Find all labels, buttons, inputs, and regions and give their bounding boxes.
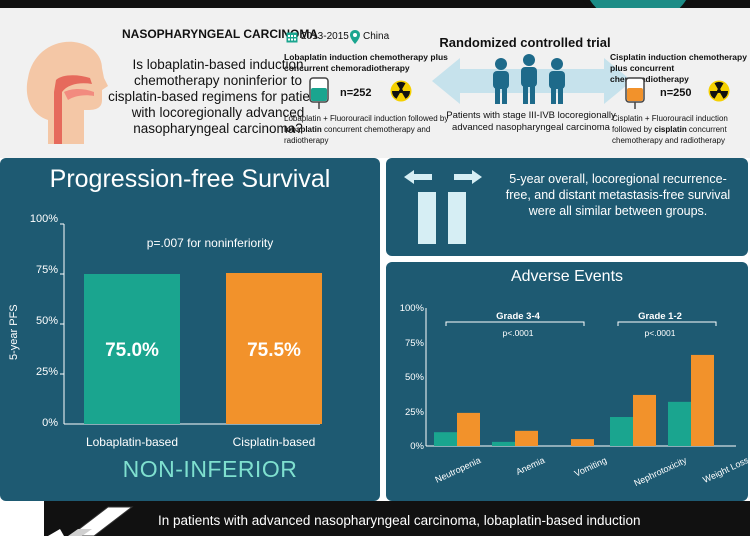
top-bar [0,0,750,8]
iv-bag-icon [625,77,645,109]
radiation-icon [708,80,730,102]
pfs-y-tick: 100% [29,213,58,225]
radiation-icon [390,80,412,102]
conclusion-bar [44,501,750,536]
left-arm-n: n=252 [340,87,372,99]
adverse-events-title: Adverse Events [510,268,624,285]
ae-y-tick: 50% [404,372,424,383]
ae-bar-vomiting-s1 [571,439,594,446]
calendar-icon [286,32,298,43]
pfs-title: Progression-free Survival [49,165,331,193]
pfs-x-category: Lobaplatin-based [85,435,179,449]
trial-type: Randomized controlled trial [439,35,611,50]
right-arm-n: n=250 [660,87,692,99]
patients-group-icon [493,54,565,104]
ae-bar-nephrotoxicity-s1 [633,394,656,446]
iv-bag-icon [309,77,329,109]
pfs-bar-label: 75.0% [105,340,159,361]
pen-icon [48,506,134,536]
study-location: China [363,31,390,42]
ae-bar-anemia-s0 [492,441,515,446]
head-profile-icon [26,41,108,144]
adverse-events-bar-chart [425,308,736,447]
ae-bar-neutropenia-s0 [434,432,457,446]
pfs-p-value: p=.007 for noninferiority [146,236,274,250]
grade-3-4-p-value: p<.0001 [502,328,534,338]
left-arm-description: Lobaplatin + Fluorouracil induction foll… [284,114,449,145]
ae-y-tick: 0% [410,441,424,452]
ae-bar-neutropenia-s1 [457,412,480,446]
research-question: Is lobaplatin-based induction chemothera… [108,57,328,136]
pfs-x-category: Cisplatin-based [232,435,316,449]
pfs-y-tick: 50% [35,315,58,327]
equal-comparison-icon [404,170,482,244]
pfs-y-tick: 0% [42,417,58,429]
ae-bar-anemia-s1 [515,430,538,446]
right-arm-title: Cisplatin induction chemotherapy plus co… [610,52,747,84]
pfs-y-tick: 25% [35,366,58,378]
patient-population: Patients with stage III-IVB locoregional… [446,110,616,133]
location-pin-icon [350,30,360,44]
ae-bar-nephrotoxicity-s0 [610,417,633,446]
ae-y-tick: 100% [399,303,424,314]
ae-y-tick: 75% [404,338,424,349]
survival-similar-panel [386,158,748,256]
survival-similar-text: 5-year overall, locoregional recurrence-… [505,172,731,218]
condition-title: NASOPHARYNGEAL CARCINOMA [121,27,318,41]
ae-bar-weight-loss-s1 [691,354,714,446]
pfs-bar-cisplatin [226,273,322,424]
ae-y-tick: 25% [404,407,424,418]
adverse-events-panel [386,262,748,501]
ae-bar-weight-loss-s0 [668,401,691,446]
pfs-bar-label: 75.5% [247,340,301,361]
grade-1-2-p-value: p<.0001 [644,328,676,338]
pfs-y-tick: 75% [35,264,58,276]
pfs-bar-lobaplatin [84,274,180,424]
pfs-bar-chart [60,223,322,425]
left-arm-title: Lobaplatin induction chemotherapy plus c… [284,52,448,73]
noninferior-verdict: NON-INFERIOR [122,456,298,482]
conclusion-text: In patients with advanced nasopharyngeal… [158,513,641,528]
grade-1-2-label: Grade 1-2 [638,311,682,322]
study-years: 2013-2015 [301,31,349,42]
right-arm-description: Cisplatin + Fluorouracil induction follo… [612,114,728,145]
grade-3-4-label: Grade 3-4 [496,311,540,322]
